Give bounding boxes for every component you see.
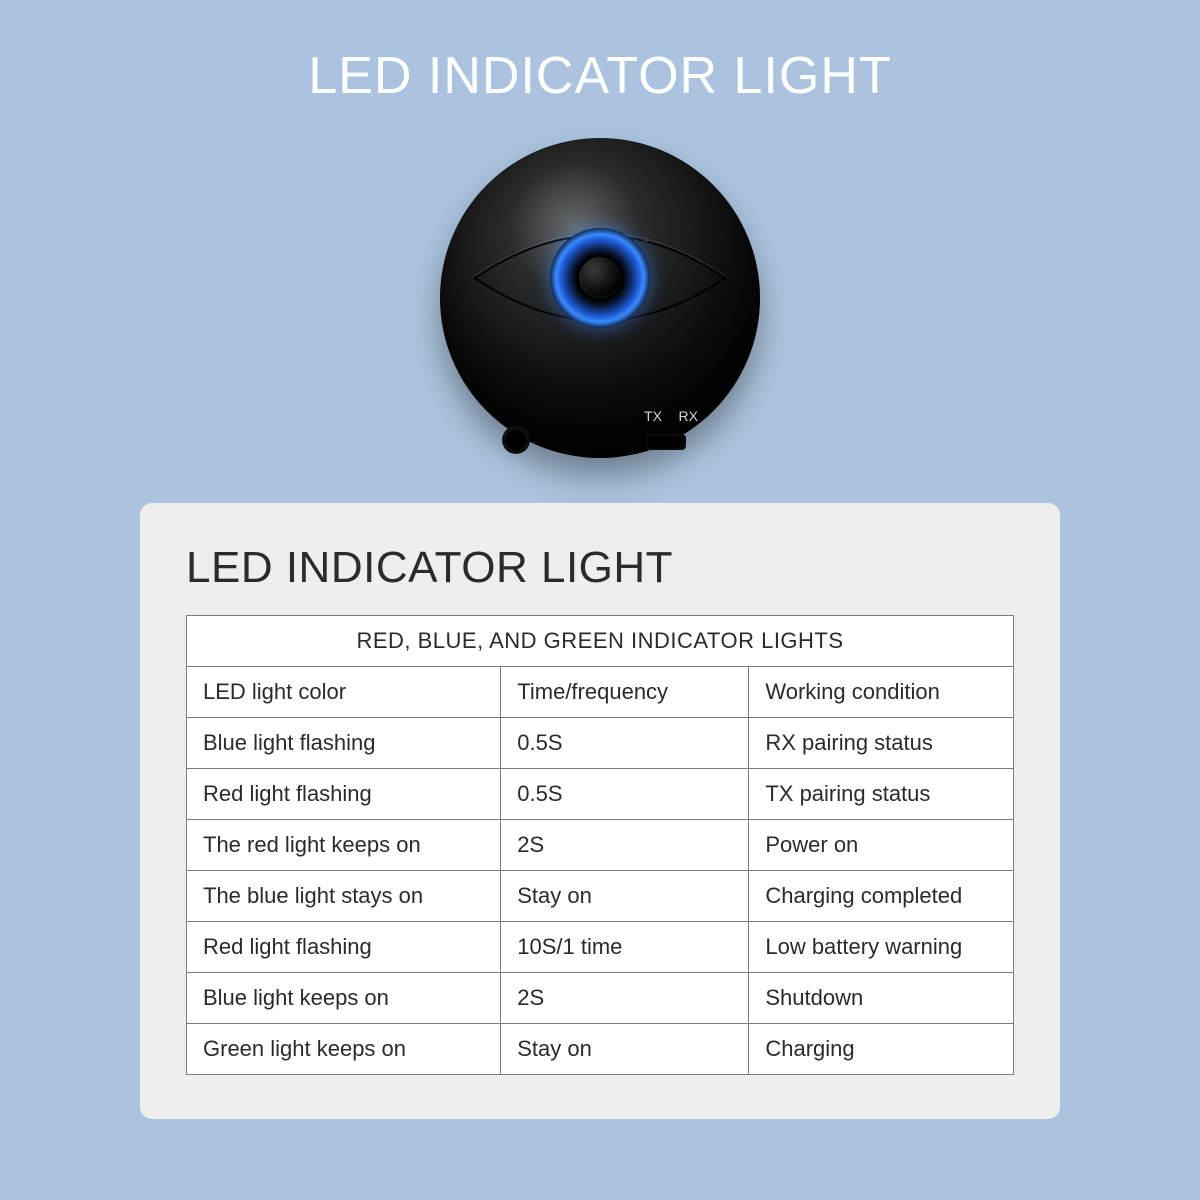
audio-jack-icon [502, 426, 530, 454]
table-cell: Blue light flashing [187, 718, 501, 769]
table-row: Blue light flashing0.5SRX pairing status [187, 718, 1014, 769]
table-cell: 2S [501, 973, 749, 1024]
card-title: LED INDICATOR LIGHT [186, 543, 1014, 593]
table-cell: Blue light keeps on [187, 973, 501, 1024]
table-col-header: Time/frequency [501, 667, 749, 718]
table-columns-row: LED light color Time/frequency Working c… [187, 667, 1014, 718]
tx-rx-switch-icon [646, 434, 686, 450]
table-cell: 0.5S [501, 718, 749, 769]
table-row: The red light keeps on2SPower on [187, 820, 1014, 871]
table-cell: Power on [749, 820, 1014, 871]
tx-label: TX [644, 408, 662, 424]
table-col-header: Working condition [749, 667, 1014, 718]
table-cell: Red light flashing [187, 922, 501, 973]
table-col-header: LED light color [187, 667, 501, 718]
table-cell: Charging [749, 1024, 1014, 1075]
indicator-table: RED, BLUE, AND GREEN INDICATOR LIGHTS LE… [186, 615, 1014, 1075]
table-cell: Green light keeps on [187, 1024, 501, 1075]
table-cell: 10S/1 time [501, 922, 749, 973]
info-card: LED INDICATOR LIGHT RED, BLUE, AND GREEN… [140, 503, 1060, 1119]
table-row: Green light keeps onStay onCharging [187, 1024, 1014, 1075]
table-row: Red light flashing10S/1 timeLow battery … [187, 922, 1014, 973]
table-header-full: RED, BLUE, AND GREEN INDICATOR LIGHTS [187, 616, 1014, 667]
table-cell: Stay on [501, 871, 749, 922]
mic-hole-icon [644, 237, 649, 242]
table-row: Red light flashing0.5STX pairing status [187, 769, 1014, 820]
rx-label: RX [679, 408, 698, 424]
table-cell: TX pairing status [749, 769, 1014, 820]
table-cell: Shutdown [749, 973, 1014, 1024]
table-row: The blue light stays onStay onCharging c… [187, 871, 1014, 922]
table-cell: Charging completed [749, 871, 1014, 922]
table-cell: Red light flashing [187, 769, 501, 820]
table-row: Blue light keeps on2SShutdown [187, 973, 1014, 1024]
table-header-row: RED, BLUE, AND GREEN INDICATOR LIGHTS [187, 616, 1014, 667]
table-cell: The red light keeps on [187, 820, 501, 871]
table-cell: Low battery warning [749, 922, 1014, 973]
page-title: LED INDICATOR LIGHT [308, 46, 891, 106]
table-cell: The blue light stays on [187, 871, 501, 922]
table-cell: 0.5S [501, 769, 749, 820]
device-image: TX RX [430, 128, 770, 468]
table-cell: Stay on [501, 1024, 749, 1075]
center-button-icon [579, 257, 621, 299]
table-body: Blue light flashing0.5SRX pairing status… [187, 718, 1014, 1075]
table-cell: 2S [501, 820, 749, 871]
table-cell: RX pairing status [749, 718, 1014, 769]
